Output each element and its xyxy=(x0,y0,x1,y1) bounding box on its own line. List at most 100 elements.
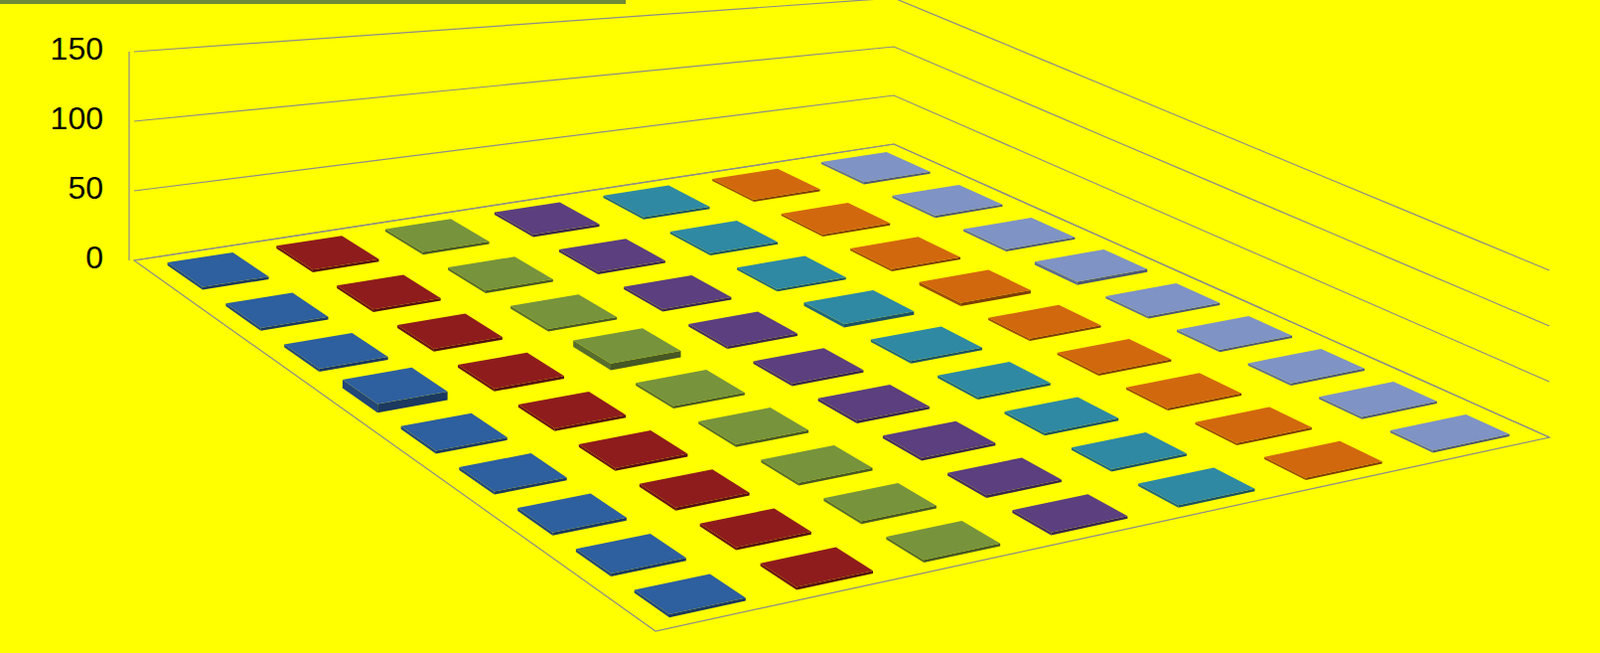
bar-top xyxy=(518,391,626,429)
floor xyxy=(134,144,1550,631)
y-tick-label: 0 xyxy=(85,239,104,276)
bar-top xyxy=(1034,249,1148,283)
bar xyxy=(963,217,1075,252)
bar-top xyxy=(167,252,270,288)
grid-line xyxy=(134,144,1550,437)
bar xyxy=(1248,348,1365,386)
bar-top xyxy=(225,291,328,328)
bar-top xyxy=(1126,372,1242,409)
bar xyxy=(603,185,711,220)
bar xyxy=(447,256,554,293)
bar xyxy=(1195,406,1312,445)
bar xyxy=(712,168,820,202)
grid xyxy=(134,0,1550,437)
bar-top xyxy=(988,304,1101,339)
bar xyxy=(885,520,1001,563)
bar-top xyxy=(573,327,681,363)
bar xyxy=(559,238,666,275)
bar-top xyxy=(821,151,931,182)
bar-top xyxy=(804,290,915,324)
bar xyxy=(1318,381,1438,420)
bar-top xyxy=(736,256,847,290)
bar-top xyxy=(603,185,711,218)
bar xyxy=(517,493,627,536)
bar xyxy=(167,252,270,291)
bar xyxy=(1264,440,1383,480)
bar xyxy=(457,352,565,392)
chart: 050100150 xyxy=(0,0,1600,653)
bar-top xyxy=(885,520,1001,560)
bar xyxy=(336,274,441,312)
bar-top xyxy=(670,220,778,254)
y-tick-label: 150 xyxy=(50,30,104,67)
bar xyxy=(760,444,873,486)
bar-top xyxy=(494,202,600,236)
bar xyxy=(634,573,746,617)
bar-top xyxy=(1264,440,1383,478)
bar xyxy=(892,184,1004,218)
bar xyxy=(342,367,448,414)
bar xyxy=(736,256,847,292)
bar-top xyxy=(919,269,1031,302)
bar xyxy=(639,468,750,510)
bar-top xyxy=(823,482,936,522)
bar xyxy=(576,533,687,577)
bar-top xyxy=(781,202,891,235)
bar-top xyxy=(963,217,1075,250)
bar xyxy=(494,202,600,238)
grid-line xyxy=(134,95,1550,382)
bar-top xyxy=(447,256,554,291)
bar xyxy=(1105,283,1220,319)
bar xyxy=(397,313,503,352)
bar-top xyxy=(1057,338,1172,374)
bar xyxy=(882,421,996,461)
bar xyxy=(781,202,891,237)
y-tick-label: 100 xyxy=(50,100,104,137)
bar-top xyxy=(397,313,503,350)
bar xyxy=(276,235,379,273)
bar-top xyxy=(1248,348,1365,384)
bar-top xyxy=(623,275,731,309)
bar-top xyxy=(1012,493,1128,533)
bar xyxy=(823,482,936,524)
bar xyxy=(988,304,1101,341)
bar-top xyxy=(342,367,448,405)
bar-top xyxy=(385,218,490,252)
bar-top xyxy=(634,573,746,614)
bar xyxy=(919,269,1031,306)
bar-top xyxy=(559,238,666,272)
bar xyxy=(700,508,812,551)
bar xyxy=(401,413,508,454)
bar xyxy=(818,384,930,424)
bar xyxy=(698,407,809,447)
bar-top xyxy=(458,452,567,492)
bar-top xyxy=(1138,466,1255,505)
bar-top xyxy=(700,508,812,548)
bar-top xyxy=(336,274,441,309)
bar xyxy=(635,369,745,409)
bar xyxy=(385,218,490,255)
bar-top xyxy=(882,421,996,458)
bar-top xyxy=(639,468,750,508)
background xyxy=(0,0,1600,653)
grid-line xyxy=(134,0,1550,271)
bar-top xyxy=(1390,414,1510,450)
bar xyxy=(1390,414,1510,453)
bar xyxy=(760,547,873,590)
bar xyxy=(821,151,931,184)
bar-top xyxy=(1195,406,1312,442)
bar-top xyxy=(871,326,983,362)
bar-top xyxy=(712,168,820,200)
bar xyxy=(1071,432,1187,472)
bar-top xyxy=(947,456,1062,495)
bar xyxy=(1176,315,1293,352)
bar-top xyxy=(284,332,389,369)
bar-top xyxy=(1176,315,1293,350)
bar xyxy=(688,311,798,349)
bar-top xyxy=(753,347,865,384)
bar xyxy=(1126,372,1242,411)
bar xyxy=(579,430,689,471)
bar xyxy=(573,327,681,370)
bar-top xyxy=(276,235,379,270)
bar xyxy=(518,391,626,432)
